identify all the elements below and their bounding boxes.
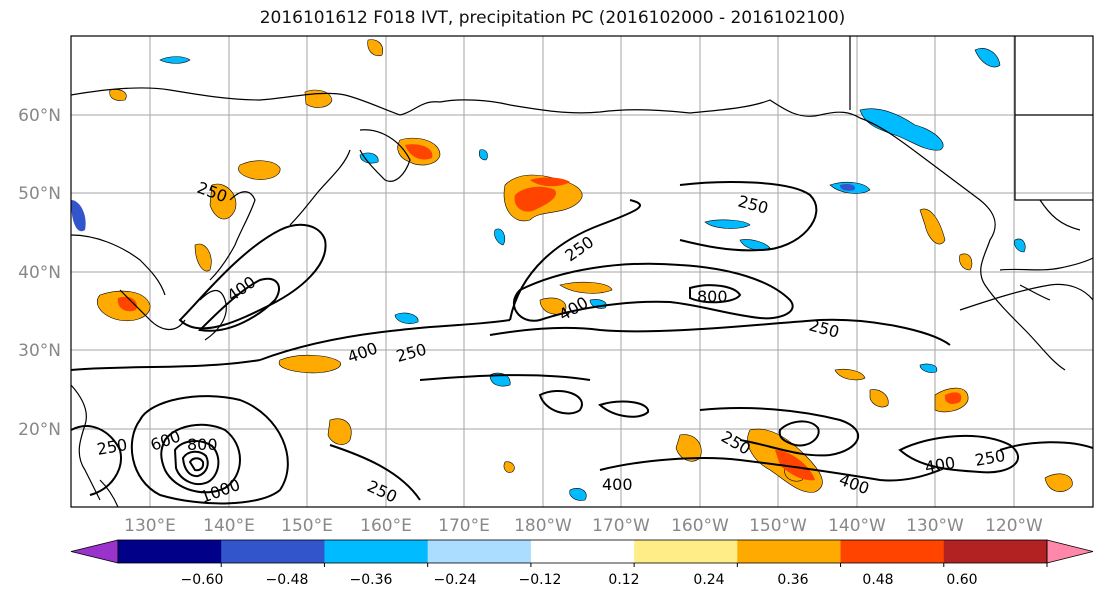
colorbar-segment [221, 540, 325, 563]
colorbar-tick-label: 0.36 [777, 572, 808, 588]
colorbar-outline [117, 539, 1048, 564]
contour-label: 800 [697, 287, 728, 306]
colorbar-tick-label: 0.24 [693, 572, 724, 588]
colorbar-extend-min [70, 539, 119, 564]
colorbar-segment [427, 540, 532, 563]
colorbar-segment [530, 540, 635, 563]
lon-label: 180°W [514, 516, 572, 536]
colorbar-segment [634, 540, 738, 563]
contour-label: 400 [602, 475, 633, 494]
colorbar-tick-label: −0.60 [181, 572, 224, 588]
lon-label: 130°W [906, 516, 964, 536]
colorbar-tick-label: 0.60 [946, 572, 977, 588]
map-border [70, 35, 1094, 508]
colorbar-tick-label: 0.48 [862, 572, 893, 588]
lat-label: 30°N [18, 341, 61, 361]
lon-label: 120°W [985, 516, 1043, 536]
latitude-labels: 60°N 50°N 40°N 30°N 20°N [18, 106, 61, 440]
colorbar-tick-label: −0.12 [519, 572, 562, 588]
lat-label: 60°N [18, 106, 61, 126]
lat-label: 50°N [18, 184, 61, 204]
colorbar-segment [737, 540, 842, 563]
colorbar-tick-label: −0.36 [350, 572, 393, 588]
lon-label: 130°E [124, 516, 176, 536]
coastlines [71, 36, 1093, 507]
lon-label: 170°W [592, 516, 650, 536]
lon-label: 150°E [281, 516, 333, 536]
lon-label: 160°W [671, 516, 729, 536]
lon-label: 150°W [749, 516, 807, 536]
colorbar-segment [118, 540, 222, 563]
map-title: 2016101612 F018 IVT, precipitation PC (2… [259, 8, 846, 28]
contour-label: 800 [187, 435, 218, 454]
lon-label: 170°E [438, 516, 490, 536]
lon-label: 140°E [203, 516, 255, 536]
lon-label: 160°E [360, 516, 412, 536]
colorbar-tick-label: −0.48 [266, 572, 309, 588]
lon-label: 140°W [828, 516, 886, 536]
colorbar-segment [324, 540, 429, 563]
colorbar-extend-max [1046, 539, 1094, 564]
colorbar-segment [840, 540, 945, 563]
colorbar-tick-label: −0.24 [434, 572, 477, 588]
lat-label: 40°N [18, 263, 61, 283]
colorbar-tick-label: 0.12 [608, 572, 639, 588]
graticule [71, 36, 1093, 507]
ivt-contours [71, 181, 1093, 505]
colorbar-segment [943, 540, 1048, 563]
colorbar: −0.60 −0.48 −0.36 −0.24 −0.12 0.12 0.24 … [70, 539, 1094, 588]
lat-label: 20°N [18, 420, 61, 440]
longitude-labels: 130°E 140°E 150°E 160°E 170°E 180°W 170°… [124, 516, 1043, 536]
